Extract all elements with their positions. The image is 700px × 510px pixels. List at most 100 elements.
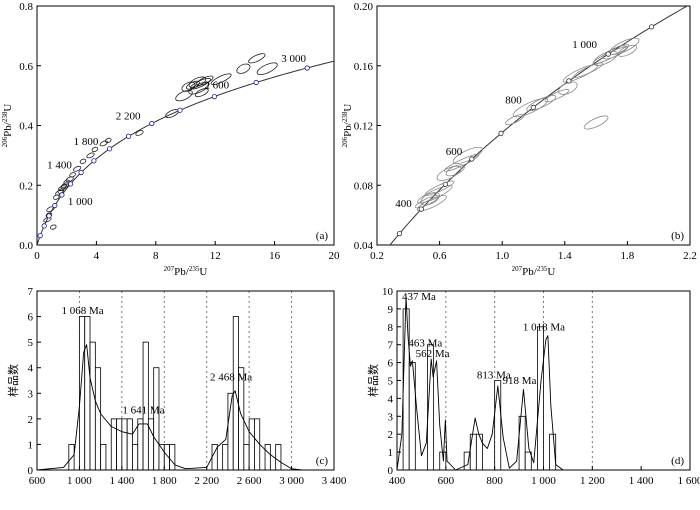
histogram-bar bbox=[153, 367, 160, 471]
y-tick-label: 6 bbox=[28, 312, 34, 324]
y-axis-title: 206Pb/238U bbox=[1, 104, 14, 148]
y-axis-end: U bbox=[2, 104, 14, 112]
x-tick-label: 1 600 bbox=[678, 475, 700, 487]
concordia-curve bbox=[389, 6, 689, 245]
y-axis-sup2: 238 bbox=[341, 111, 349, 122]
data-ellipse bbox=[43, 216, 52, 223]
histogram-bar bbox=[169, 444, 176, 471]
age-marker bbox=[149, 120, 155, 127]
x-tick-label: 1.8 bbox=[621, 250, 635, 262]
histogram-bar bbox=[248, 418, 255, 471]
x-tick-label: 20 bbox=[329, 250, 341, 262]
data-ellipse bbox=[194, 88, 209, 98]
y-tick-label: 3 bbox=[388, 411, 394, 423]
y-tick-label: 0.4 bbox=[19, 121, 33, 133]
data-ellipse bbox=[544, 89, 570, 103]
x-axis-end: U bbox=[547, 266, 555, 278]
age-marker bbox=[59, 192, 65, 198]
age-marker bbox=[530, 104, 536, 111]
x-tick-label: 1.4 bbox=[558, 250, 572, 262]
x-tick-label: 0.6 bbox=[433, 250, 447, 262]
age-marker bbox=[566, 78, 572, 84]
y-tick-label: 0.6 bbox=[19, 61, 33, 73]
x-axis-sup2: 235 bbox=[537, 265, 548, 273]
histogram-bar bbox=[147, 418, 155, 471]
y-tick-label: 0.8 bbox=[19, 1, 33, 13]
panel-label: (d) bbox=[671, 455, 684, 467]
data-ellipse bbox=[175, 89, 193, 102]
y-axis-sup: 206 bbox=[341, 136, 349, 147]
x-axis-sup: 207 bbox=[512, 265, 523, 273]
peak-age-label: 562 Ma bbox=[416, 348, 450, 360]
age-marker bbox=[41, 223, 47, 229]
x-tick-label: 2 600 bbox=[237, 475, 262, 487]
y-tick-label: 2 bbox=[28, 414, 34, 426]
histogram-bar bbox=[84, 316, 91, 471]
x-axis-sup: 207 bbox=[164, 265, 175, 273]
x-axis-mid: Pb/ bbox=[174, 266, 190, 278]
y-tick-label: 5 bbox=[28, 337, 34, 349]
y-axis-sup2: 238 bbox=[1, 111, 9, 122]
y-tick-label: 10 bbox=[382, 286, 394, 298]
age-label: 400 bbox=[395, 198, 412, 210]
x-tick-label: 1.0 bbox=[495, 250, 509, 262]
panel-label: (b) bbox=[671, 230, 684, 242]
y-tick-label: 7 bbox=[388, 340, 394, 352]
age-label: 800 bbox=[505, 94, 522, 106]
age-marker bbox=[648, 24, 655, 30]
data-ellipse bbox=[248, 53, 266, 64]
histogram-bar bbox=[469, 433, 477, 471]
x-tick-label: 8 bbox=[153, 250, 159, 262]
x-tick-label: 1 000 bbox=[531, 475, 556, 487]
y-tick-label: 3 bbox=[28, 388, 34, 400]
y-tick-label: 1 bbox=[388, 447, 394, 459]
age-label: 1 000 bbox=[68, 196, 93, 208]
peak-age-label: 813 Ma bbox=[477, 370, 511, 382]
y-tick-label: 0 bbox=[28, 465, 34, 477]
y-tick-label: 7 bbox=[28, 286, 34, 298]
data-ellipse bbox=[505, 114, 525, 125]
age-marker bbox=[304, 65, 310, 71]
age-marker bbox=[367, 51, 371, 55]
y-tick-label: 4 bbox=[28, 363, 34, 375]
data-ellipse bbox=[135, 130, 144, 136]
age-marker bbox=[52, 202, 58, 209]
x-axis-sup2: 235 bbox=[189, 265, 200, 273]
plot-frame bbox=[36, 290, 335, 471]
probability-density-curve bbox=[396, 295, 564, 471]
y-axis-title: 206Pb/238U bbox=[341, 104, 354, 148]
data-ellipse bbox=[417, 184, 453, 204]
age-marker bbox=[107, 146, 113, 152]
histogram-bar bbox=[275, 444, 282, 471]
histogram-bar bbox=[116, 418, 123, 471]
age-label: 3 000 bbox=[281, 53, 306, 65]
y-tick-label: 0.08 bbox=[354, 180, 374, 192]
histogram-bar bbox=[222, 444, 229, 471]
histogram-bar bbox=[126, 418, 133, 471]
data-ellipse bbox=[69, 172, 76, 178]
data-ellipse bbox=[60, 184, 67, 190]
age-marker bbox=[469, 156, 475, 162]
peak-age-label: 1 641 Ma bbox=[122, 405, 164, 417]
data-ellipse bbox=[583, 115, 609, 130]
concordia-curve bbox=[37, 60, 334, 245]
x-tick-label: 600 bbox=[438, 475, 455, 487]
histogram-bar bbox=[537, 326, 544, 471]
x-tick-label: 16 bbox=[269, 250, 281, 262]
histogram-bar bbox=[254, 418, 261, 471]
age-label: 1 800 bbox=[74, 136, 99, 148]
x-axis-title: 207Pb/235U bbox=[512, 265, 556, 278]
y-tick-label: 0.12 bbox=[354, 121, 373, 133]
y-tick-label: 0.0 bbox=[19, 240, 33, 252]
age-marker bbox=[253, 79, 259, 86]
histogram-bar bbox=[121, 418, 128, 471]
y-tick-label: 0 bbox=[388, 465, 394, 477]
y-axis-mid: Pb/ bbox=[2, 121, 14, 137]
y-tick-label: 0.04 bbox=[354, 240, 374, 252]
data-ellipse bbox=[617, 44, 638, 57]
panel-label: (c) bbox=[316, 455, 329, 467]
x-tick-label: 0 bbox=[34, 250, 40, 262]
x-tick-label: 0.2 bbox=[370, 250, 384, 262]
x-tick-label: 1 000 bbox=[67, 475, 92, 487]
age-label: 2 200 bbox=[116, 111, 141, 123]
